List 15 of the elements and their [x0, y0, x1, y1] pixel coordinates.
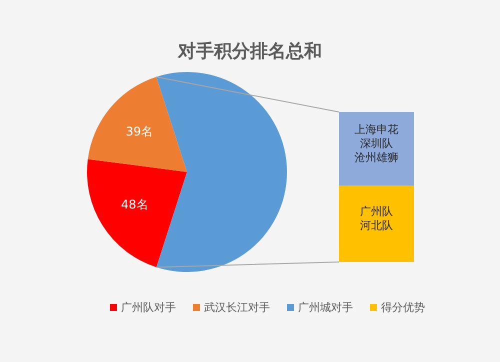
annotation: 广州队	[360, 205, 393, 218]
legend-label: 广州队对手	[121, 301, 176, 314]
legend-label: 得分优势	[381, 301, 425, 314]
legend-label: 武汉长江对手	[204, 301, 270, 314]
data-label: 48名	[121, 197, 148, 212]
pie-slice	[156, 72, 287, 272]
annotation: 上海申花	[354, 123, 398, 136]
annotation: 深圳队	[360, 137, 393, 150]
pie-slice	[88, 76, 187, 172]
annotation: 沧州雄狮	[354, 151, 398, 164]
annotation: 河北队	[360, 219, 393, 232]
pie-slice	[87, 159, 187, 268]
chart-title: 对手积分排名总和	[177, 41, 322, 62]
legend-label: 广州城对手	[298, 301, 353, 314]
data-label: 39名	[126, 124, 153, 139]
